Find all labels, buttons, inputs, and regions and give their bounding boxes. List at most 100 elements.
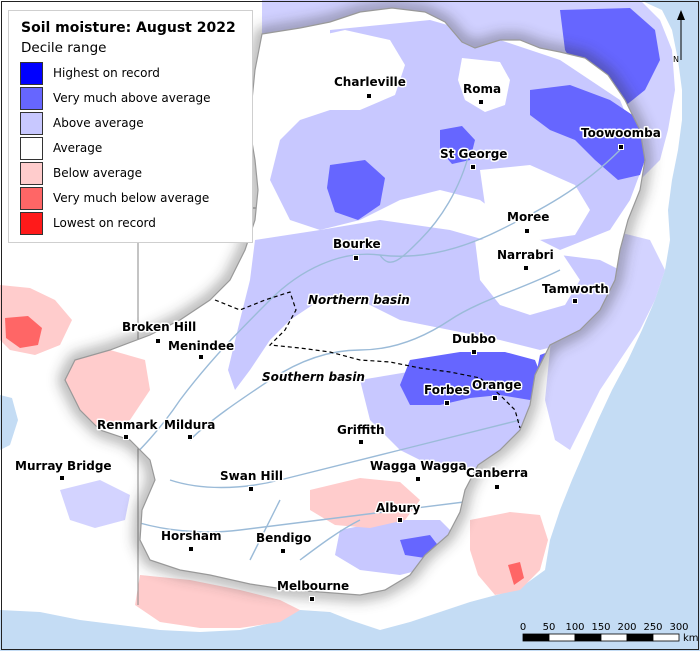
city-marker — [123, 434, 129, 440]
zone-much-above-toowoomba — [530, 85, 645, 180]
city-moree: Moree — [506, 209, 551, 234]
city-label: Swan Hill — [220, 469, 283, 483]
outside-much-below-southeast — [508, 562, 524, 585]
outside-above-southwest — [60, 480, 130, 528]
outside-below-south — [135, 575, 300, 628]
city-label: Menindee — [168, 339, 234, 353]
city-menindee: Menindee — [167, 338, 236, 360]
legend-swatch — [20, 137, 43, 160]
city-marker — [524, 228, 530, 234]
legend: Soil moisture: August 2022 Decile range … — [8, 10, 253, 243]
scale-bar-tick-label: 200 — [617, 622, 636, 633]
scale-bar-tick-label: 250 — [643, 622, 662, 633]
city-label: Bourke — [333, 237, 381, 251]
outside-below-southeast — [470, 512, 548, 595]
city-narrabri: Narrabri — [496, 247, 555, 271]
city-marker — [618, 144, 624, 150]
legend-item-below: Below average — [20, 162, 245, 186]
north-arrow-icon — [677, 10, 685, 20]
city-label: Narrabri — [497, 248, 554, 262]
southern-basin-label: Southern basin — [262, 370, 365, 384]
zone-much-above-stgeorge — [440, 126, 475, 164]
legend-item-very-much-below: Very much below average — [20, 187, 245, 211]
city-label: Albury — [376, 501, 420, 515]
legend-swatch — [20, 62, 43, 85]
city-tamworth: Tamworth — [541, 281, 610, 304]
city-marker — [198, 354, 204, 360]
scale-bar-tick-label: 50 — [543, 622, 556, 633]
city-label: Canberra — [466, 466, 528, 480]
city-marker — [358, 439, 364, 445]
city-label: Forbes — [424, 383, 470, 397]
city-marker — [155, 338, 161, 344]
city-albury: Albury — [375, 500, 422, 523]
city-dubbo: Dubbo — [451, 331, 497, 355]
basin-divider — [214, 291, 521, 429]
city-marker — [572, 298, 578, 304]
city-label: Moree — [507, 210, 549, 224]
city-marker — [248, 486, 254, 492]
northern-basin-label: Northern basin — [308, 293, 410, 307]
legend-item-average: Average — [20, 137, 245, 161]
legend-item-highest: Highest on record — [20, 62, 245, 86]
legend-label: Very much above average — [53, 91, 211, 105]
legend-label: Lowest on record — [53, 216, 156, 230]
city-label: St George — [440, 147, 507, 161]
legend-label: Highest on record — [53, 66, 160, 80]
cities-layer: Charleville Roma Toowoomba St George Moree Bo… — [14, 74, 662, 602]
city-wagga-wagga: Wagga Wagga — [369, 458, 468, 482]
scale-bar-segment — [600, 633, 628, 642]
legend-title: Soil moisture: August 2022 — [21, 20, 236, 36]
city-marker — [492, 395, 498, 401]
scale-bar-segment — [548, 633, 576, 642]
scale-bar-unit: km — [683, 633, 699, 644]
legend-item-very-much-above: Very much above average — [20, 87, 245, 111]
city-label: Mildura — [164, 418, 215, 432]
city-murray-bridge: Murray Bridge — [14, 458, 113, 481]
city-mildura: Mildura — [163, 417, 217, 440]
city-marker — [353, 255, 359, 261]
city-label: Griffith — [337, 423, 385, 437]
scale-bar-tick-label: 300 — [669, 622, 688, 633]
rivers — [119, 149, 621, 561]
city-forbes: Forbes — [423, 382, 471, 406]
city-label: Orange — [472, 378, 522, 392]
city-marker — [444, 400, 450, 406]
city-charleville: Charleville — [333, 74, 407, 99]
zone-much-above-dubbo — [400, 352, 545, 405]
scale-bar-segment — [652, 633, 680, 642]
city-renmark: Renmark — [96, 417, 160, 440]
gulf-water — [0, 395, 18, 450]
legend-swatch — [20, 162, 43, 185]
city-swan-hill: Swan Hill — [219, 468, 284, 492]
north-arrow-label: N — [673, 55, 679, 64]
legend-swatch — [20, 187, 43, 210]
city-label: Toowoomba — [581, 126, 661, 140]
city-marker — [478, 99, 484, 105]
zone-average-roma — [458, 58, 510, 112]
zone-below-average-south — [310, 478, 420, 528]
city-label: Wagga Wagga — [370, 459, 467, 473]
city-label: Dubbo — [452, 332, 496, 346]
city-toowoomba: Toowoomba — [580, 125, 662, 150]
scale-bar-tick-label: 150 — [591, 622, 610, 633]
city-label: Melbourne — [277, 579, 349, 593]
city-bendigo: Bendigo — [255, 530, 313, 554]
city-marker — [280, 548, 286, 554]
zone-much-above-west — [327, 160, 385, 220]
scale-bar-tick-label: 100 — [565, 622, 584, 633]
legend-swatch — [20, 212, 43, 235]
city-canberra: Canberra — [465, 465, 530, 490]
city-marker — [494, 484, 500, 490]
legend-label: Above average — [53, 116, 144, 130]
city-marker — [59, 475, 65, 481]
city-label: Charleville — [334, 75, 406, 89]
scale-bar-segment — [626, 633, 654, 642]
city-marker — [366, 93, 372, 99]
city-marker — [471, 349, 477, 355]
city-label: Murray Bridge — [15, 459, 112, 473]
city-horsham: Horsham — [160, 528, 223, 552]
city-marker — [187, 434, 193, 440]
